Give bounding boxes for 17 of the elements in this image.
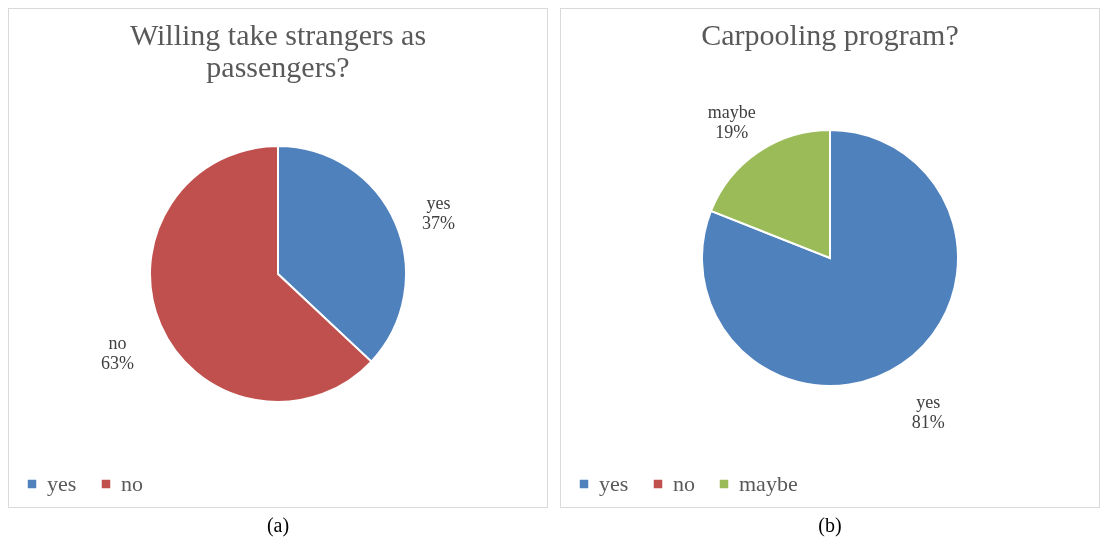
- data-label: 19%: [715, 122, 749, 143]
- slice-label: no: [108, 332, 127, 353]
- text: (a): [265, 514, 291, 537]
- legend-label: yes: [599, 471, 629, 496]
- slice-label: yes: [916, 391, 941, 412]
- legend-label: no: [673, 471, 695, 496]
- legend-label: no: [121, 471, 143, 496]
- legend-label: maybe: [739, 471, 798, 496]
- data-label: 63%: [100, 352, 134, 373]
- data-label: 37%: [422, 213, 456, 234]
- chart-title: Carpooling program?: [701, 18, 959, 51]
- chart-title: Willing take strangers as passengers?: [129, 18, 427, 83]
- slice-label: yes: [426, 193, 451, 214]
- slice-label: maybe: [707, 102, 756, 123]
- legend-label: yes: [47, 471, 77, 496]
- data-label: 81%: [911, 411, 945, 432]
- text: (b): [817, 514, 843, 537]
